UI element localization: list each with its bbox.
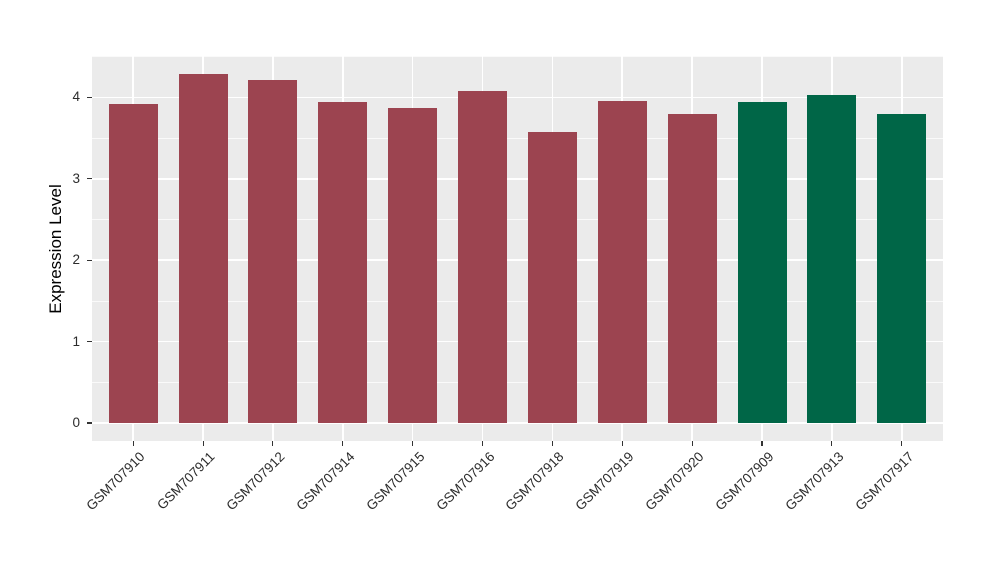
x-axis-tick: [691, 441, 693, 446]
y-axis-tick: [87, 341, 92, 343]
gridline-major-horizontal: [92, 96, 943, 99]
x-axis-tick: [621, 441, 623, 446]
bar-GSM707910: [108, 103, 158, 423]
bar-GSM707913: [807, 94, 857, 423]
plot-panel: [92, 56, 943, 441]
x-tick-label: GSM707910: [83, 449, 148, 514]
gridline-major-horizontal: [92, 259, 943, 261]
bar-GSM707920: [667, 113, 717, 423]
y-axis-tick: [87, 259, 92, 261]
y-axis-tick: [87, 422, 92, 424]
bar-GSM707916: [458, 90, 508, 423]
x-axis-tick: [272, 441, 274, 446]
x-axis-tick: [132, 441, 134, 446]
x-axis-tick: [412, 441, 414, 446]
gridline-minor-horizontal: [92, 300, 943, 302]
gridline-major-horizontal: [92, 178, 943, 180]
x-axis-tick: [551, 441, 553, 446]
x-axis-tick: [482, 441, 484, 446]
y-axis-tick: [87, 178, 92, 180]
gridline-major-horizontal: [92, 340, 943, 343]
bar-GSM707915: [388, 107, 438, 423]
x-axis-tick: [831, 441, 833, 446]
gridline-minor-horizontal: [92, 137, 943, 139]
y-tick-label: 0: [72, 415, 80, 430]
gridline-minor-horizontal: [92, 56, 943, 58]
y-tick-label: 2: [72, 252, 80, 268]
gridline-minor-horizontal: [92, 381, 943, 383]
y-axis-tick: [87, 96, 92, 98]
gridline-major-horizontal: [92, 422, 943, 424]
y-tick-label: 3: [72, 170, 80, 186]
x-axis-tick: [901, 441, 903, 446]
gridline-minor-horizontal: [92, 219, 943, 220]
bar-GSM707918: [527, 131, 577, 423]
x-axis-tick: [342, 441, 344, 446]
bar-GSM707919: [597, 101, 647, 423]
x-axis-tick: [761, 441, 763, 446]
bar-GSM707911: [178, 73, 228, 423]
y-axis-title: Expression Level: [46, 183, 65, 314]
bar-GSM707912: [248, 80, 298, 423]
y-tick-label: 1: [72, 333, 80, 349]
bar-GSM707917: [877, 114, 927, 423]
bar-GSM707909: [737, 102, 787, 423]
y-tick-label: 4: [72, 89, 80, 105]
x-axis-tick: [202, 441, 204, 446]
bar-GSM707914: [318, 102, 368, 423]
